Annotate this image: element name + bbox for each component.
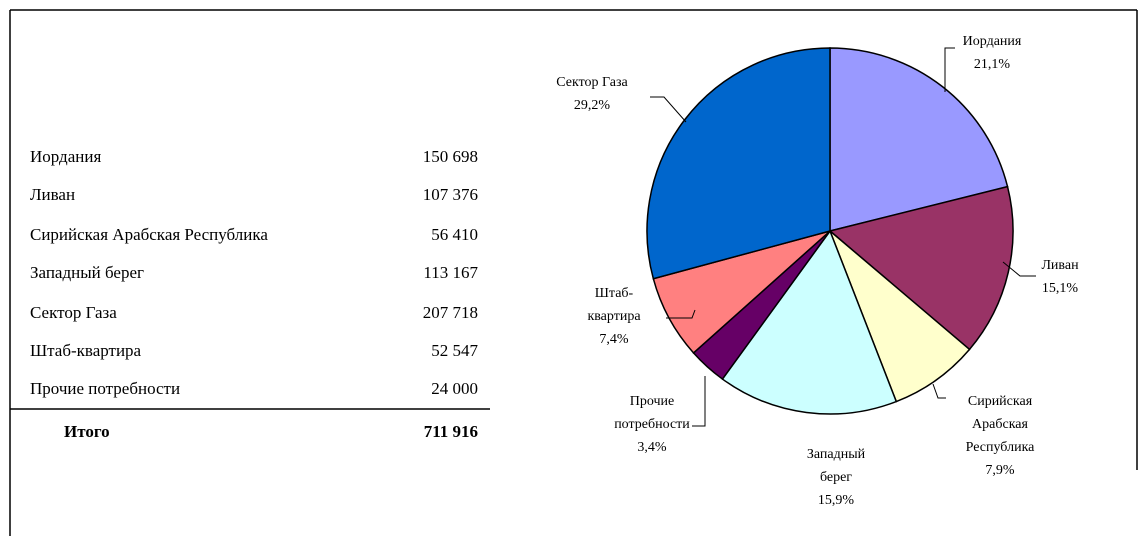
slice-value-label: 7,4%: [599, 332, 629, 347]
row-label: Сектор Газа: [30, 303, 117, 322]
slice-value-label: 15,9%: [818, 493, 855, 508]
row-value: 207 718: [423, 303, 478, 322]
slice-label: Штаб-квартира: [587, 286, 641, 324]
label-line: Западный: [807, 447, 866, 462]
label-line: потребности: [614, 417, 690, 432]
slice-value-label: 7,9%: [985, 463, 1015, 478]
slice-value-label: 21,1%: [974, 57, 1011, 72]
total-value: 711 916: [424, 422, 478, 441]
slice-label: Западный берег: [807, 447, 866, 485]
row-label: Штаб-квартира: [30, 341, 142, 360]
label-line: Арабская: [972, 417, 1028, 432]
label-line: Сектор Газа: [556, 75, 628, 90]
label-line: Иордания: [963, 34, 1022, 49]
label-line: квартира: [587, 309, 641, 324]
leader-line: [1002, 261, 1036, 277]
leader-line: [932, 383, 946, 399]
slice-label: Сирийская Арабская Республика: [966, 394, 1036, 455]
row-value: 52 547: [431, 341, 478, 360]
pie-slice: [721, 229, 898, 415]
slice-label: Ливан: [1041, 258, 1079, 273]
label-line: Штаб-: [595, 286, 634, 301]
row-value: 150 698: [423, 147, 478, 166]
row-label: Прочие потребности: [30, 379, 180, 398]
slice-label: Иордания: [963, 34, 1022, 49]
pie-slice: [646, 47, 831, 280]
label-line: Прочие: [630, 394, 675, 409]
pie-slice: [828, 185, 1014, 351]
slice-value-label: 29,2%: [574, 98, 611, 113]
row-value: 56 410: [431, 225, 478, 244]
row-value: 113 167: [423, 263, 478, 282]
label-line: Ливан: [1041, 258, 1079, 273]
leader-line: [944, 47, 955, 92]
label-line: Сирийская: [968, 394, 1033, 409]
leader-line: [666, 309, 696, 319]
slice-value-label: 15,1%: [1042, 281, 1079, 296]
row-label: Иордания: [30, 147, 101, 166]
row-value: 24 000: [431, 379, 478, 398]
slice-label: Прочие потребности: [614, 394, 690, 432]
row-label: Западный берег: [30, 263, 144, 282]
leader-line: [650, 96, 687, 123]
total-label: Итого: [64, 422, 110, 441]
slice-value-label: 3,4%: [637, 440, 667, 455]
leader-line: [692, 376, 706, 427]
pie-slice: [829, 230, 971, 403]
label-line: берег: [820, 470, 852, 485]
row-label: Ливан: [30, 185, 75, 204]
slice-label: Сектор Газа: [556, 75, 628, 90]
row-value: 107 376: [423, 185, 478, 204]
row-label: Сирийская Арабская Республика: [30, 225, 268, 244]
label-line: Республика: [966, 440, 1036, 455]
pie-slice: [829, 47, 1009, 232]
